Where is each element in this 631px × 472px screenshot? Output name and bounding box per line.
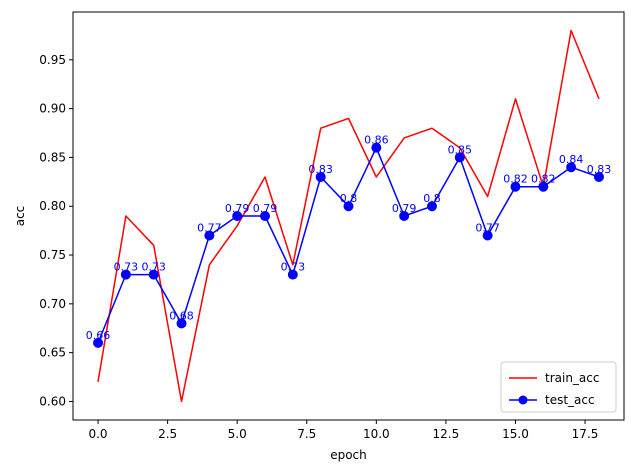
data-label: 0.79 — [253, 202, 278, 215]
data-label: 0.73 — [114, 261, 139, 274]
legend-marker — [518, 395, 528, 405]
plot-frame — [72, 11, 625, 421]
data-label: 0.73 — [141, 261, 166, 274]
x-axis-label: epoch — [330, 448, 367, 462]
y-tick-label: 0.80 — [39, 199, 66, 213]
y-axis-label: acc — [13, 206, 27, 227]
data-label: 0.82 — [503, 173, 528, 186]
y-tick: 0.75 — [39, 248, 73, 262]
y-tick: 0.85 — [39, 150, 73, 164]
y-axis: 0.60 0.65 0.70 0.75 0.80 0.85 0.90 0.95 — [39, 53, 73, 408]
y-tick: 0.95 — [39, 53, 73, 67]
series-test_acc: 0.660.73 0.730.680.770.79 0.790.730.830.80… — [86, 134, 611, 348]
data-point — [120, 269, 131, 280]
x-tick: 2.5 — [158, 420, 177, 441]
data-point — [176, 318, 187, 329]
data-point — [343, 201, 354, 212]
legend-entry: test_acc — [509, 393, 595, 407]
x-tick-label: 5.0 — [228, 427, 247, 441]
data-label: 0.73 — [281, 261, 306, 274]
data-point — [148, 269, 159, 280]
data-label: 0.66 — [86, 329, 111, 342]
data-point — [593, 171, 604, 182]
data-label: 0.85 — [448, 143, 473, 156]
x-tick-label: 0.0 — [88, 427, 107, 441]
data-point — [510, 181, 521, 192]
x-tick: 10.0 — [363, 420, 390, 441]
series-line-train_acc — [97, 29, 600, 403]
legend: train_acc test_acc — [500, 361, 617, 413]
data-label: 0.82 — [531, 173, 556, 186]
x-tick: 5.0 — [228, 420, 247, 441]
x-tick: 0.0 — [88, 420, 108, 441]
y-tick: 0.80 — [39, 199, 73, 213]
y-tick-label: 0.95 — [39, 53, 66, 67]
y-tick-label: 0.90 — [39, 102, 66, 116]
x-tick: 17.5 — [572, 420, 599, 441]
data-point — [371, 142, 382, 153]
data-label: 0.84 — [559, 153, 584, 166]
data-label: 0.77 — [475, 222, 500, 235]
data-point — [538, 181, 549, 192]
data-point — [315, 171, 326, 182]
data-label: 0.86 — [364, 134, 389, 147]
x-tick-label: 17.5 — [572, 427, 599, 441]
data-label: 0.83 — [308, 163, 333, 176]
y-tick-label: 0.75 — [39, 248, 66, 262]
data-label: 0.83 — [587, 163, 612, 176]
data-label: 0.8 — [340, 192, 358, 205]
data-point — [426, 201, 437, 212]
legend-label: train_acc — [545, 371, 599, 385]
x-tick-label: 10.0 — [363, 427, 390, 441]
legend-entry: train_acc — [509, 371, 599, 385]
y-tick-label: 0.70 — [39, 297, 66, 311]
plot-area — [73, 12, 624, 420]
data-point — [204, 230, 215, 241]
data-point — [566, 162, 577, 173]
x-axis: 0.0 2.5 5.0 7.5 10.0 12.5 15.0 17.5 — [88, 420, 598, 441]
y-tick: 0.65 — [39, 346, 73, 360]
x-tick-label: 2.5 — [158, 427, 177, 441]
y-tick-label: 0.60 — [39, 394, 66, 408]
x-tick: 12.5 — [433, 420, 460, 441]
data-point — [287, 269, 298, 280]
data-label: 0.79 — [225, 202, 250, 215]
data-label: 0.77 — [197, 222, 222, 235]
data-point — [93, 337, 104, 348]
y-tick-label: 0.65 — [39, 346, 66, 360]
data-point — [454, 152, 465, 163]
data-point — [260, 211, 271, 221]
y-tick: 0.70 — [39, 297, 73, 311]
data-point — [482, 230, 493, 241]
data-label: 0.79 — [392, 202, 417, 215]
y-tick-label: 0.85 — [39, 150, 66, 164]
series-train_acc — [97, 29, 600, 403]
data-point — [232, 211, 243, 221]
y-tick: 0.60 — [39, 394, 73, 408]
legend-label: test_acc — [545, 393, 595, 407]
y-tick: 0.90 — [39, 102, 73, 116]
x-tick-label: 12.5 — [433, 427, 460, 441]
x-tick: 15.0 — [502, 420, 529, 441]
x-tick-label: 7.5 — [297, 427, 316, 441]
x-tick-label: 15.0 — [502, 427, 529, 441]
data-point — [399, 211, 410, 221]
data-label: 0.8 — [423, 192, 441, 205]
data-label: 0.68 — [169, 309, 194, 322]
x-tick: 7.5 — [297, 420, 316, 441]
